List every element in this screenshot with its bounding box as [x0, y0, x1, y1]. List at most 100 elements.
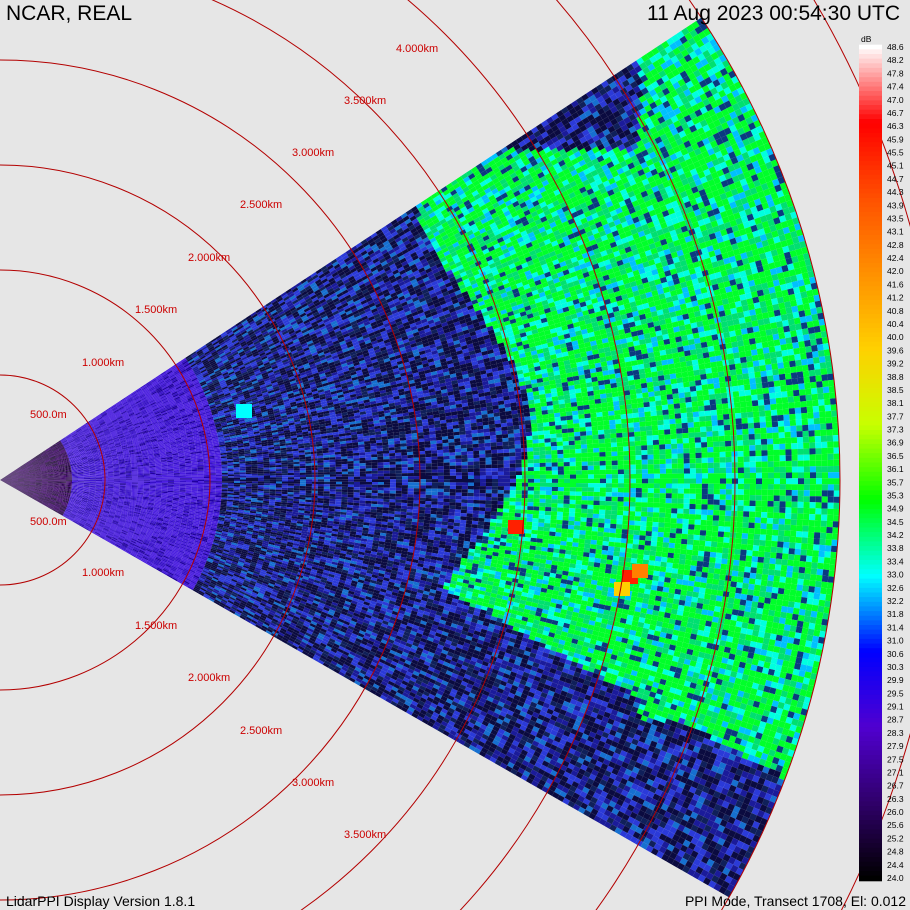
- colorbar-swatch: [859, 341, 882, 348]
- colorbar-tick-label: 39.6: [887, 345, 904, 355]
- colorbar-swatch: [859, 471, 882, 478]
- colorbar-swatch: [859, 806, 882, 812]
- colorbar-swatch: [859, 522, 882, 529]
- colorbar-swatch: [859, 337, 882, 343]
- colorbar-swatch: [859, 676, 882, 682]
- colorbar-swatch: [859, 680, 882, 687]
- colorbar-swatch: [859, 852, 882, 859]
- colorbar-swatch: [859, 230, 882, 236]
- colorbar-swatch: [859, 815, 882, 821]
- colorbar-swatch: [859, 467, 882, 473]
- colorbar-tick-label: 40.0: [887, 332, 904, 342]
- colorbar-swatch: [859, 132, 882, 139]
- colorbar-swatch: [859, 625, 882, 631]
- colorbar-swatch: [859, 267, 882, 274]
- colorbar-swatch: [859, 555, 882, 561]
- colorbar-tick-label: 35.7: [887, 477, 904, 487]
- colorbar-tick-label: 36.1: [887, 464, 904, 474]
- colorbar-swatch: [859, 601, 882, 608]
- colorbar-swatch: [859, 179, 882, 185]
- colorbar-swatch: [859, 495, 882, 501]
- colorbar-swatch: [859, 156, 882, 162]
- colorbar-swatch: [859, 309, 882, 315]
- colorbar-swatch: [859, 295, 882, 301]
- colorbar-tick-label: 46.3: [887, 121, 904, 131]
- colorbar-tick-label: 44.7: [887, 174, 904, 184]
- colorbar-tick-label: 27.5: [887, 754, 904, 764]
- colorbar-tick-label: 38.8: [887, 372, 904, 382]
- colorbar-swatch: [859, 508, 882, 515]
- colorbar-swatch: [859, 569, 882, 575]
- colorbar-swatch: [859, 703, 882, 710]
- site-label: NCAR, REAL: [6, 2, 132, 26]
- colorbar-swatch: [859, 457, 882, 464]
- colorbar-swatch: [859, 221, 882, 227]
- colorbar-swatch: [859, 476, 882, 482]
- colorbar-swatch: [859, 146, 882, 153]
- colorbar-swatch: [859, 717, 882, 724]
- colorbar-tick-label: 24.4: [887, 860, 904, 870]
- colorbar-swatch: [859, 86, 882, 93]
- colorbar-swatch: [859, 731, 882, 738]
- range-label-lower: 500.0m: [30, 516, 67, 528]
- colorbar-swatch: [859, 58, 882, 65]
- colorbar-swatch: [859, 583, 882, 589]
- colorbar-swatch: [859, 425, 882, 431]
- colorbar-tick-label: 32.2: [887, 596, 904, 606]
- colorbar-swatch: [859, 694, 882, 701]
- colorbar-swatch: [859, 755, 882, 761]
- colorbar-swatch: [859, 165, 882, 171]
- colorbar-swatch: [859, 847, 882, 854]
- colorbar-swatch: [859, 690, 882, 696]
- colorbar-tick-label: 43.9: [887, 200, 904, 210]
- colorbar-tick-label: 26.3: [887, 794, 904, 804]
- colorbar-swatch: [859, 648, 882, 654]
- colorbar-swatch: [859, 360, 882, 366]
- colorbar-tick-label: 45.1: [887, 161, 904, 171]
- colorbar-swatch: [859, 597, 882, 603]
- colorbar-swatch: [859, 685, 882, 691]
- colorbar-tick-label: 41.6: [887, 279, 904, 289]
- colorbar-tick-label: 40.8: [887, 306, 904, 316]
- colorbar-swatch: [859, 875, 882, 882]
- colorbar-swatch: [859, 443, 882, 450]
- colorbar-swatch: [859, 114, 882, 120]
- colorbar-tick-label: 34.2: [887, 530, 904, 540]
- colorbar-swatch: [859, 750, 882, 756]
- colorbar-swatch: [859, 416, 882, 422]
- range-ring: [0, 59, 421, 901]
- range-label-upper: 2.000km: [188, 252, 230, 264]
- colorbar-swatch: [859, 541, 882, 547]
- colorbar-swatch: [859, 406, 882, 413]
- colorbar-swatch: [859, 745, 882, 752]
- range-label-upper: 3.500km: [344, 95, 386, 107]
- colorbar-swatch: [859, 216, 882, 223]
- colorbar-swatch: [859, 365, 882, 371]
- colorbar-swatch: [859, 759, 882, 766]
- colorbar-swatch: [859, 63, 882, 69]
- range-label-lower: 2.000km: [188, 672, 230, 684]
- colorbar-tick-label: 46.7: [887, 108, 904, 118]
- colorbar: dB 48.6 48.2 47.8 47.4 47.0 46.7 46.3 45.9 45.5 45…: [859, 34, 904, 883]
- colorbar-swatch: [859, 258, 882, 264]
- range-ring-labels: 500.0m 1.000km 1.500km 2.000km 2.500km 3.000k…: [30, 43, 438, 841]
- colorbar-swatch: [859, 592, 882, 599]
- colorbar-swatch: [859, 174, 882, 181]
- colorbar-swatch: [859, 151, 882, 158]
- colorbar-swatch: [859, 796, 882, 803]
- colorbar-swatch: [859, 861, 882, 868]
- colorbar-swatch: [859, 871, 882, 877]
- colorbar-tick-label: 31.0: [887, 636, 904, 646]
- colorbar-swatch: [859, 768, 882, 775]
- colorbar-swatch: [859, 211, 882, 218]
- colorbar-swatch: [859, 91, 882, 97]
- colorbar-swatch: [859, 160, 882, 167]
- colorbar-swatch: [859, 378, 882, 385]
- colorbar-swatch: [859, 72, 882, 79]
- colorbar-tick-label: 25.2: [887, 833, 904, 843]
- colorbar-tick-label: 48.6: [887, 42, 904, 52]
- colorbar-tick-label: 47.0: [887, 95, 904, 105]
- colorbar-swatch: [859, 369, 882, 376]
- colorbar-swatch: [859, 262, 882, 269]
- colorbar-swatch: [859, 304, 882, 311]
